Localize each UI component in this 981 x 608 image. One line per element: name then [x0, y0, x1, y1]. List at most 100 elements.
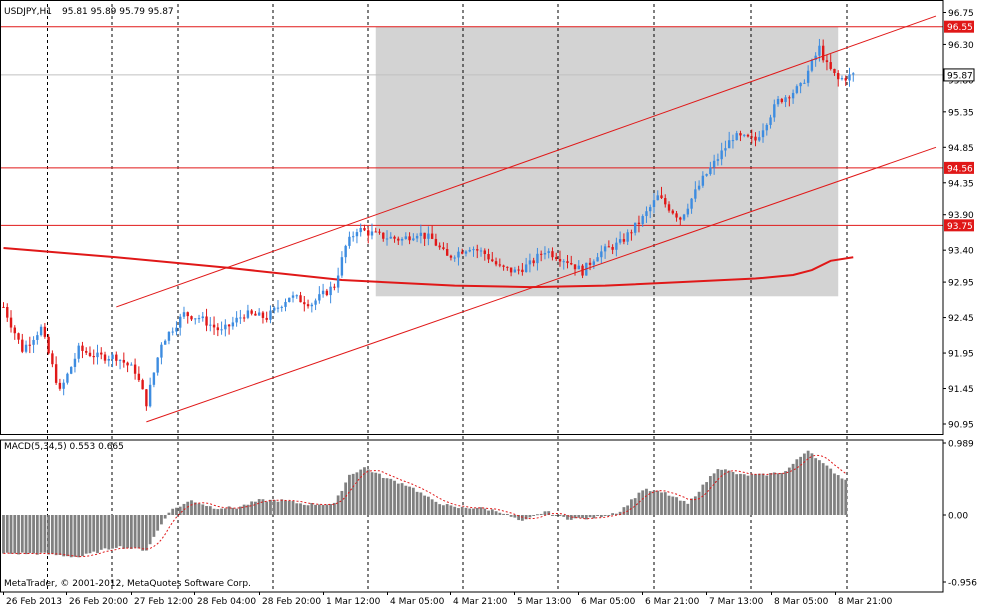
- macd-bar: [528, 515, 532, 518]
- macd-bar: [254, 501, 257, 515]
- candle-body: [261, 312, 265, 318]
- macd-bar: [566, 515, 569, 520]
- macd-bar: [686, 503, 690, 515]
- candle-body: [784, 97, 787, 103]
- candle-body: [126, 362, 129, 366]
- candle-body: [795, 86, 799, 93]
- candle-body: [513, 269, 517, 273]
- candle-body: [141, 380, 144, 390]
- time-axis: 26 Feb 2013 26 Feb 20:00 27 Feb 12:00 28 Fe…: [3, 592, 893, 607]
- macd-bar: [592, 515, 596, 519]
- candle-body: [829, 62, 832, 69]
- candle-body: [329, 286, 332, 296]
- candle-body: [310, 304, 314, 307]
- macd-bar: [697, 491, 701, 515]
- candle-body: [788, 97, 791, 99]
- macd-bar: [833, 473, 836, 515]
- price-tick-label: 95.35: [948, 108, 974, 118]
- candle-body: [551, 251, 554, 258]
- macd-bar: [434, 501, 438, 515]
- macd-bar: [43, 515, 47, 553]
- macd-bar: [844, 479, 848, 515]
- candle-body: [359, 228, 362, 233]
- macd-bar: [536, 514, 539, 516]
- macd-bar: [186, 501, 190, 515]
- candle-body: [840, 78, 844, 80]
- macd-bar: [438, 504, 442, 515]
- level-tag-label: 94.56: [947, 164, 973, 174]
- candle-body: [547, 251, 550, 253]
- candle-body: [449, 255, 453, 258]
- symbol-label: USDJPY,H1: [4, 7, 52, 17]
- macd-bar: [235, 508, 239, 515]
- candle-body: [130, 364, 133, 366]
- macd-bar: [261, 499, 265, 515]
- candle-body: [468, 249, 471, 252]
- candle-body: [276, 307, 280, 309]
- macd-bar: [426, 496, 430, 515]
- candle-body: [453, 257, 456, 259]
- macd-bar: [524, 515, 528, 520]
- macd-bar: [156, 515, 160, 531]
- candle-body: [175, 327, 178, 332]
- macd-bar: [761, 473, 765, 515]
- macd-bar: [494, 511, 498, 515]
- candle-body: [555, 257, 558, 259]
- macd-bar: [543, 511, 547, 515]
- candle-body: [806, 70, 810, 83]
- macd-bar: [54, 515, 58, 556]
- candle-body: [464, 251, 468, 254]
- macd-bar: [787, 467, 791, 515]
- candle-body: [216, 327, 220, 331]
- macd-bar: [227, 506, 231, 515]
- candle-body: [148, 384, 152, 407]
- candle-body: [472, 249, 475, 251]
- macd-bar: [284, 500, 287, 515]
- macd-bar: [539, 513, 543, 515]
- macd-bar: [92, 515, 96, 552]
- candle-body: [205, 316, 208, 326]
- macd-bar: [573, 515, 577, 519]
- candle-body: [306, 304, 310, 307]
- macd-bar: [389, 478, 393, 515]
- candle-body: [280, 306, 283, 308]
- macd-bar: [551, 515, 554, 516]
- channel-line-0: [116, 15, 937, 308]
- macd-bar: [637, 492, 641, 515]
- macd-bar: [581, 515, 584, 519]
- candle-body: [17, 333, 20, 340]
- candle-body: [389, 236, 392, 239]
- macd-bar: [720, 469, 724, 515]
- candle-body: [521, 269, 524, 273]
- macd-bar: [596, 515, 599, 516]
- macd-bar: [96, 515, 99, 554]
- macd-bar: [408, 486, 411, 515]
- candle-body: [434, 238, 438, 246]
- macd-bar: [265, 501, 269, 515]
- candle-body: [690, 198, 693, 209]
- candle-body: [603, 246, 607, 252]
- macd-bar: [558, 514, 562, 516]
- macd-bar: [479, 507, 483, 515]
- candle-body: [476, 249, 479, 251]
- macd-bar: [577, 515, 581, 518]
- candle-body: [167, 331, 171, 341]
- candle-body: [73, 358, 77, 367]
- macd-bar: [757, 473, 761, 515]
- candle-body: [491, 259, 494, 262]
- candle-body: [750, 136, 753, 138]
- macd-bar: [569, 515, 573, 520]
- candle-body: [344, 245, 347, 258]
- candle-body: [746, 134, 750, 137]
- candle-body: [780, 98, 784, 103]
- candle-body: [118, 359, 122, 361]
- macd-bar: [246, 504, 250, 515]
- candle-body: [671, 210, 674, 214]
- candles-layer: [2, 38, 855, 411]
- candle-body: [257, 312, 261, 316]
- price-tick-label: 92.45: [948, 314, 974, 324]
- macd-bar: [396, 483, 400, 515]
- macd-bar: [701, 484, 705, 515]
- candle-body: [122, 359, 126, 363]
